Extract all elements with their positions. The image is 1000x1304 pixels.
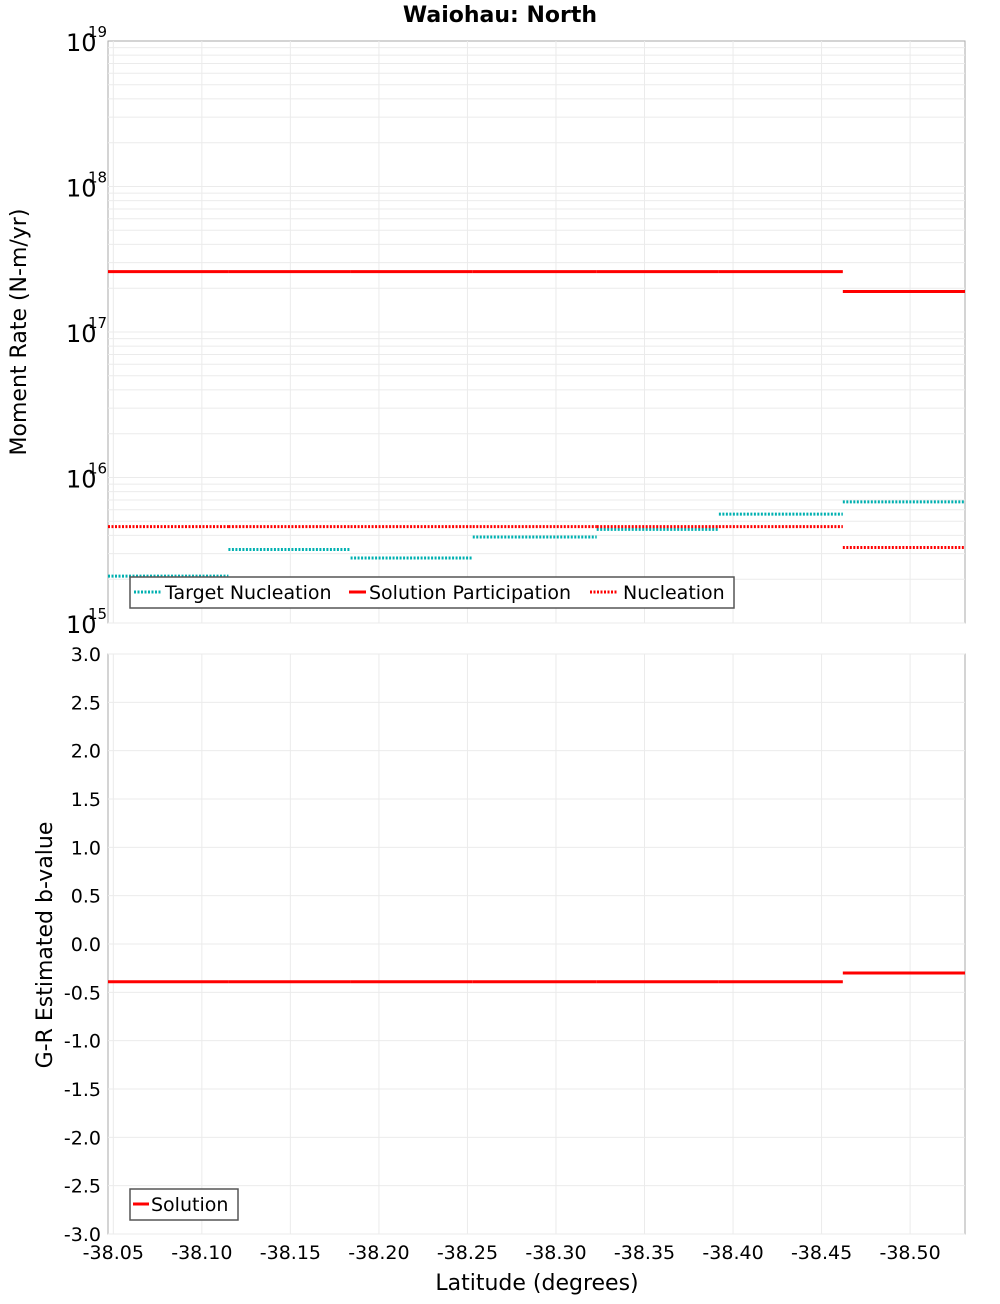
x-tick-label: -38.40 bbox=[702, 1242, 763, 1264]
x-axis-label: Latitude (degrees) bbox=[435, 1271, 638, 1296]
bottom-plot: 3.0 2.5 2.0 1.5 1.0 0.5 0.0 -0.5 -1.0 -1.5 -2.0 -2.… bbox=[33, 644, 966, 1246]
bottom-y-tick-label: -0.5 bbox=[64, 982, 101, 1004]
top-y-tick-exponent: 15 bbox=[88, 605, 107, 623]
x-tick-label: -38.10 bbox=[171, 1242, 232, 1264]
bottom-y-tick-label: 3.0 bbox=[71, 644, 101, 666]
series-solution-participation bbox=[108, 270, 965, 293]
top-y-tick-label: 10 bbox=[66, 29, 97, 57]
bottom-y-tick-label: 2.0 bbox=[71, 741, 101, 763]
bottom-y-ticks: 3.0 2.5 2.0 1.5 1.0 0.5 0.0 -0.5 -1.0 -1.5 -2.0 -2.… bbox=[64, 644, 101, 1246]
top-series bbox=[108, 270, 965, 578]
x-axis-ticks: -38.05 -38.10 -38.15 -38.20 -38.25 -38.30 -38.… bbox=[83, 1242, 941, 1264]
chart-title: Waiohau: North bbox=[403, 3, 597, 28]
bottom-y-tick-label: -2.5 bbox=[64, 1176, 101, 1198]
top-y-tick-exponent: 17 bbox=[88, 314, 107, 332]
legend-solution-participation: Solution Participation bbox=[369, 582, 571, 604]
x-tick-label: -38.20 bbox=[348, 1242, 409, 1264]
x-tick-label: -38.30 bbox=[525, 1242, 586, 1264]
top-y-tick-label: 10 bbox=[66, 466, 97, 494]
bottom-y-tick-label: -2.0 bbox=[64, 1127, 101, 1149]
bottom-y-tick-label: 1.0 bbox=[71, 837, 101, 859]
series-solution bbox=[108, 971, 965, 984]
series-target-nucleation bbox=[108, 500, 965, 578]
bottom-y-tick-label: 0.5 bbox=[71, 886, 101, 908]
bottom-y-tick-label: 0.0 bbox=[71, 934, 101, 956]
top-y-tick-label: 10 bbox=[66, 175, 97, 203]
top-y-tick-label: 10 bbox=[66, 320, 97, 348]
x-tick-label: -38.35 bbox=[614, 1242, 675, 1264]
legend-solution: Solution bbox=[151, 1194, 228, 1216]
bottom-series bbox=[108, 971, 965, 984]
top-legend: Target Nucleation Solution Participation… bbox=[129, 576, 735, 609]
x-tick-label: -38.25 bbox=[437, 1242, 498, 1264]
bottom-y-tick-label: -1.0 bbox=[64, 1031, 101, 1053]
legend-nucleation: Nucleation bbox=[623, 582, 725, 604]
x-tick-label: -38.05 bbox=[83, 1242, 144, 1264]
bottom-y-tick-label: 1.5 bbox=[71, 789, 101, 811]
bottom-y-tick-label: 2.5 bbox=[71, 692, 101, 714]
bottom-legend: Solution bbox=[129, 1188, 239, 1221]
x-tick-label: -38.50 bbox=[879, 1242, 940, 1264]
bottom-y-tick-label: -1.5 bbox=[64, 1079, 101, 1101]
x-tick-label: -38.45 bbox=[791, 1242, 852, 1264]
top-y-tick-exponent: 16 bbox=[88, 460, 107, 478]
top-y-tick-exponent: 18 bbox=[88, 169, 107, 187]
bottom-grid bbox=[108, 653, 965, 1235]
x-tick-label: -38.15 bbox=[260, 1242, 321, 1264]
top-y-tick-label: 10 bbox=[66, 611, 97, 639]
series-nucleation bbox=[108, 525, 965, 550]
bottom-y-tick-label: -3.0 bbox=[64, 1224, 101, 1246]
top-y-axis-label: Moment Rate (N-m/yr) bbox=[7, 209, 32, 456]
top-y-tick-exponent: 19 bbox=[88, 23, 107, 41]
legend-target-nucleation: Target Nucleation bbox=[164, 582, 332, 604]
bottom-y-axis-label: G-R Estimated b-value bbox=[33, 822, 58, 1069]
